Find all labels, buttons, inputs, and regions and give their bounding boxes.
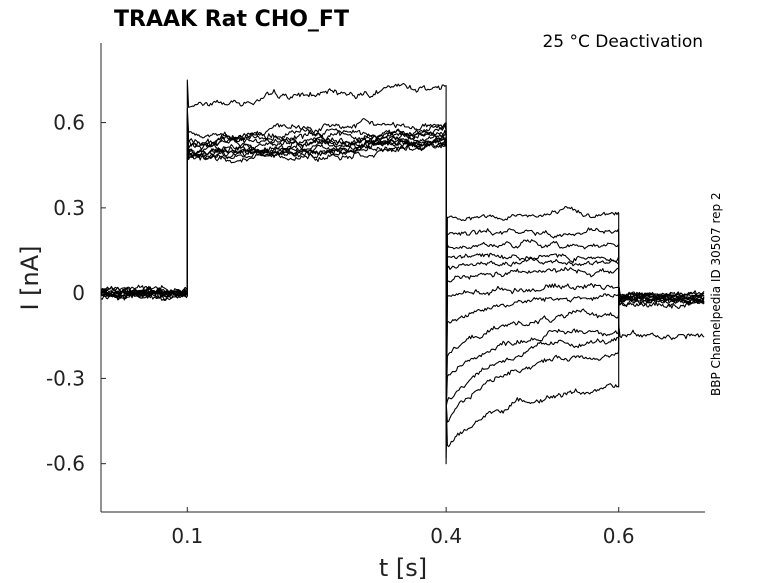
temperature-protocol-annotation: 25 °C Deactivation [542,32,703,52]
x-axis-ticks: 0.1 0.4 0.6 [171,507,635,548]
y-tick-label: -0.3 [46,366,85,390]
channelpedia-id-label: BBP Channelpedia ID 30507 rep 2 [709,192,723,396]
current-trace-11 [100,130,705,408]
chart-title: TRAAK Rat CHO_FT [114,7,349,32]
y-tick-label: 0.3 [53,196,85,220]
current-trace-5 [100,119,705,442]
y-tick-label: 0.6 [53,111,85,135]
current-trace-9 [100,127,705,419]
current-trace-6 [100,122,705,436]
current-trace-7 [100,124,705,431]
y-axis-label: I [nA] [16,245,44,310]
x-axis-label: t [s] [379,554,427,582]
current-trace-8 [100,124,705,425]
x-tick-label: 0.4 [430,524,462,548]
current-trace-2 [100,107,705,459]
current-traces [100,79,705,465]
x-tick-label: 0.1 [171,524,203,548]
current-trace-3 [100,113,705,453]
y-axis-ticks: 0.6 0.3 0 -0.3 -0.6 [46,111,106,476]
x-tick-label: 0.6 [603,524,635,548]
current-trace-13 [100,133,705,448]
y-tick-label: 0 [72,281,85,305]
current-trace-4 [100,116,705,448]
current-trace-12 [100,133,705,423]
y-tick-label: -0.6 [46,452,85,476]
current-trace-1 [100,79,705,465]
